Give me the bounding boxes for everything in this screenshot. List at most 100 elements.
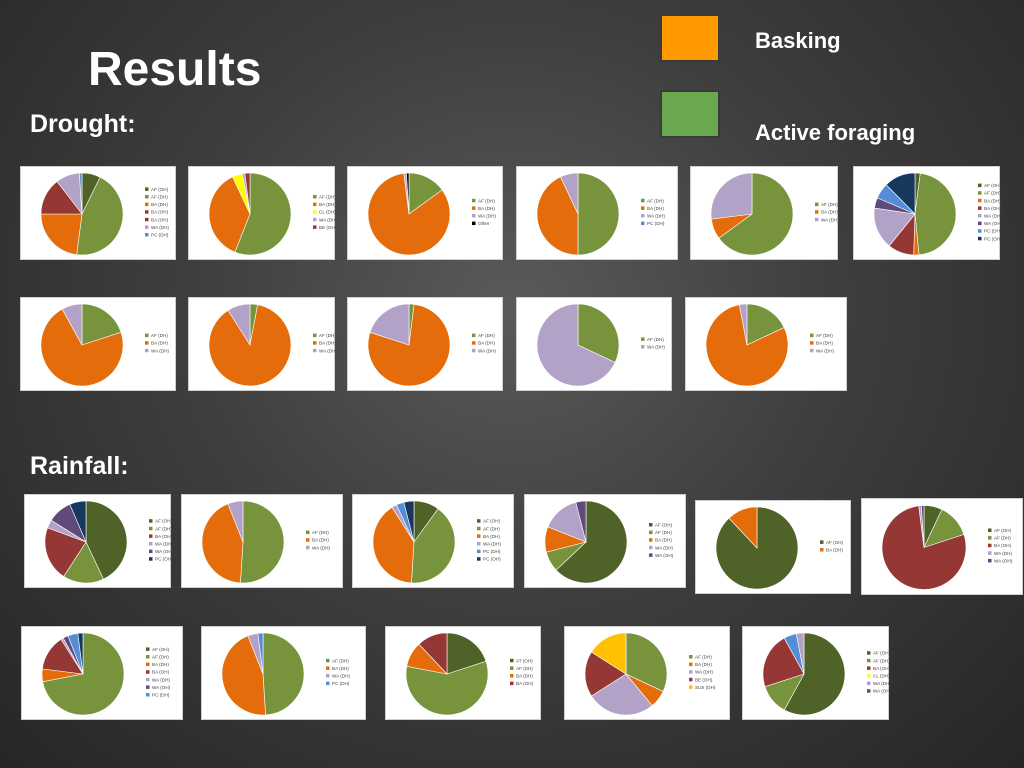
legend-item: BA (DH): [306, 538, 329, 543]
legend-label: AF (DH): [151, 333, 168, 338]
pie-chart-card: AF (OH) BA (DH): [695, 500, 851, 594]
legend-item: AT (OH): [510, 658, 533, 663]
legend-item: WA (DH): [649, 545, 673, 550]
legend-label: AF (DH): [478, 198, 495, 203]
legend-swatch: [472, 206, 476, 210]
legend-item: PC (OH): [149, 557, 172, 562]
legend-swatch: [689, 670, 693, 674]
legend-item: WA (OH): [149, 549, 172, 554]
legend-swatch: [867, 651, 871, 655]
legend-swatch: [815, 202, 819, 207]
legend-swatch: [146, 685, 150, 689]
legend-item: AF (OH): [649, 523, 673, 528]
legend-swatch: [326, 658, 330, 663]
legend-item: BA (DH): [820, 548, 843, 553]
pie-slice: [227, 303, 251, 347]
legend-label: WA (OH): [655, 553, 674, 558]
legend-label: BA (DH): [483, 534, 500, 539]
legend-label: AF (DH): [332, 658, 349, 663]
pie-chart: AF (OH) AF (DH) BA (DH) WA (DH) PC (DH) PC (O…: [372, 500, 501, 584]
legend-swatch: [145, 341, 149, 345]
legend-swatch: [146, 655, 150, 659]
pie-slice: [367, 172, 451, 256]
legend-item: PC (DH): [145, 233, 169, 238]
pie-slice: [881, 505, 967, 590]
pie-chart-card: AF (OH) AF (DH) BA (DH) BA (OH) WA (DH) WA (O…: [21, 626, 183, 720]
legend-label: WA (DH): [155, 542, 172, 547]
pie-chart: AF (DH) BA (DH) WA (DH): [201, 500, 330, 584]
legend-item: BA (DH): [146, 662, 169, 667]
legend-swatch: [145, 333, 149, 338]
legend-swatch: [978, 198, 982, 203]
legend-swatch: [978, 183, 982, 188]
legend-item: PC (DH): [477, 549, 501, 554]
legend-item: AF (DH): [313, 333, 336, 338]
pie-slice: [625, 632, 668, 692]
pie-chart-card: AF (DH) BA (DH) WA (DH): [181, 494, 343, 588]
pie-slice: [536, 176, 579, 256]
legend-item: AF (DH): [477, 526, 500, 531]
pie-slice: [257, 632, 264, 675]
legend-label: BA (DH): [152, 662, 169, 667]
legend-swatch: [472, 198, 476, 203]
legend-swatch: [149, 557, 153, 561]
legend-item: PC (OH): [978, 236, 1001, 241]
legend-item: WA (DH): [641, 345, 665, 350]
legend-swatch: [477, 519, 481, 523]
legend-label: AF (OH): [655, 523, 673, 528]
pie-slice: [577, 303, 620, 363]
legend-label: AF (DH): [816, 333, 833, 338]
legend-item: BA (OH): [510, 681, 534, 686]
pie-slice: [590, 632, 627, 675]
pie-slice: [78, 172, 83, 215]
pie-chart: AF (DH) BA (DH) WA (DH) Other: [367, 172, 496, 256]
legend-item: PC (OH): [477, 557, 501, 562]
pie-chart: AF (OH) AF (DH) BA (OH) CL (DH) WA (DH) WA (O…: [762, 632, 890, 716]
legend-swatch: [306, 545, 310, 550]
pie-slice: [201, 503, 244, 584]
legend-label: BA (DH): [516, 674, 533, 679]
pie-slice: [40, 213, 83, 255]
legend-swatch: [306, 530, 310, 535]
pie-slice: [234, 172, 292, 256]
legend-swatch: [815, 217, 819, 222]
legend-label: PC (DH): [984, 229, 1001, 234]
legend-swatch: [472, 333, 476, 338]
legend-swatch: [649, 530, 653, 535]
legend-item: BA (OH): [145, 210, 169, 215]
legend-swatch: [510, 674, 514, 678]
pie-chart-card: AT (OH) AF (DH) BA (DH) BA (OH): [385, 626, 541, 720]
legend-swatch: [988, 551, 992, 555]
legend-item: AF (OH): [988, 528, 1012, 533]
legend-label: WA (DH): [994, 551, 1012, 556]
legend-swatch: [867, 674, 871, 678]
legend-item: BA (DH): [472, 341, 495, 346]
legend-item: WA (DH): [477, 542, 501, 547]
legend-item: BA (DH): [313, 202, 336, 207]
legend-label: BA (DH): [332, 666, 349, 671]
legend-label: BA (OH): [984, 206, 1001, 211]
legend-swatch: [978, 221, 982, 226]
pie-slice: [405, 660, 489, 716]
legend-swatch: [988, 528, 992, 532]
legend-label: AF (OH): [152, 647, 170, 652]
legend-label: AF (DH): [478, 333, 495, 338]
legend-item: BA (OH): [146, 670, 170, 675]
pie-slice: [418, 632, 448, 675]
legend-item: AF (OH): [145, 187, 169, 192]
legend-item: AF (DH): [146, 655, 169, 660]
legend-label: WA (DH): [873, 681, 890, 686]
legend-swatch: [641, 345, 645, 349]
pie-chart: AF (DH) BA (DH) WA (DH): [208, 303, 336, 387]
pie-chart: AF (DH) BA (DH) WA (DH): [705, 303, 834, 387]
legend-swatch: [149, 519, 153, 523]
legend-item: AF (DH): [149, 526, 172, 531]
legend-item: WA (OH): [988, 558, 1013, 563]
pie-chart: AF (DH) BA (DH) WA (DH) PC (DH): [221, 632, 350, 716]
legend-item: PC (DH): [978, 229, 1001, 234]
legend-label: WA (DH): [647, 214, 665, 219]
pie-slice: [575, 500, 587, 543]
legend-swatch: [326, 681, 330, 686]
legend-swatch: [145, 225, 149, 229]
legend-label: WA (DH): [695, 670, 713, 675]
